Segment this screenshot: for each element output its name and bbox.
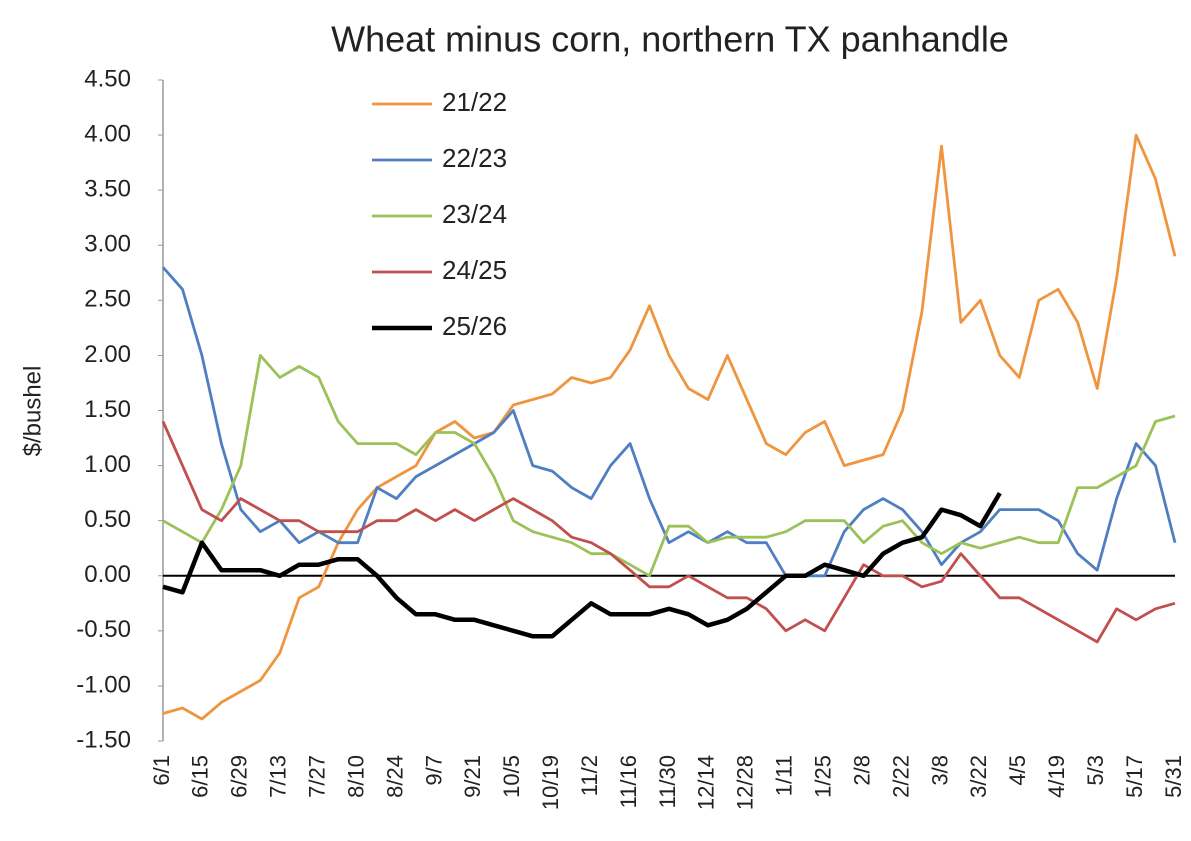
x-tick-label: 2/22 <box>888 755 913 798</box>
legend-label: 21/22 <box>442 87 507 117</box>
legend-label: 24/25 <box>442 255 507 285</box>
x-tick-label: 6/29 <box>227 755 252 798</box>
x-tick-label: 11/16 <box>616 755 641 808</box>
y-tick-label: 4.00 <box>84 120 131 147</box>
y-axis-label: $/bushel <box>19 366 46 457</box>
series-line <box>162 354 1176 578</box>
x-tick-label: 1/11 <box>772 755 797 796</box>
x-tick-label: 5/3 <box>1083 755 1108 786</box>
x-tick-label: 12/28 <box>733 755 758 810</box>
y-tick-label: 3.00 <box>84 231 131 258</box>
y-tick-label: 1.50 <box>84 396 131 423</box>
chart-title: Wheat minus corn, northern TX panhandle <box>331 19 1009 60</box>
x-tick-label: 6/15 <box>188 755 213 798</box>
x-tick-label: 11/30 <box>655 755 680 808</box>
series-line <box>161 266 1177 578</box>
legend-label: 25/26 <box>442 311 507 341</box>
y-tick-label: 2.50 <box>84 286 131 313</box>
legend-label: 23/24 <box>442 199 507 229</box>
x-tick-label: 4/5 <box>1005 755 1030 786</box>
series-line <box>162 133 1177 721</box>
x-tick-label: 3/22 <box>966 755 991 798</box>
y-tick-label: -1.00 <box>76 671 131 698</box>
x-tick-label: 4/19 <box>1044 755 1069 798</box>
x-tick-label: 12/14 <box>694 755 719 810</box>
x-tick-label: 8/10 <box>343 755 368 798</box>
y-tick-label: -0.50 <box>76 616 131 643</box>
x-tick-label: 10/5 <box>499 755 524 798</box>
x-tick-label: 8/24 <box>382 755 407 798</box>
y-tick-label: 2.00 <box>84 341 131 368</box>
x-tick-label: 5/17 <box>1122 755 1147 798</box>
y-tick-label: 1.00 <box>84 451 131 478</box>
x-tick-label: 6/1 <box>149 755 174 786</box>
y-tick-label: 0.00 <box>84 561 131 588</box>
x-tick-label: 9/7 <box>421 755 446 786</box>
y-tick-label: 0.50 <box>84 506 131 533</box>
y-tick-label: 3.50 <box>84 176 131 203</box>
x-tick-label: 7/13 <box>266 755 291 798</box>
series-line <box>162 491 1002 639</box>
series-line <box>161 420 1176 644</box>
x-tick-label: 7/27 <box>305 755 330 798</box>
x-tick-label: 10/19 <box>538 755 563 810</box>
x-tick-label: 9/21 <box>460 755 485 798</box>
x-tick-label: 5/31 <box>1161 755 1186 798</box>
x-tick-label: 11/2 <box>577 755 602 796</box>
y-tick-label: 4.50 <box>84 65 131 92</box>
legend-label: 22/23 <box>442 143 507 173</box>
x-tick-label: 2/8 <box>849 755 874 786</box>
y-tick-label: -1.50 <box>76 726 131 753</box>
x-tick-label: 1/25 <box>811 755 836 798</box>
x-tick-label: 3/8 <box>927 755 952 786</box>
